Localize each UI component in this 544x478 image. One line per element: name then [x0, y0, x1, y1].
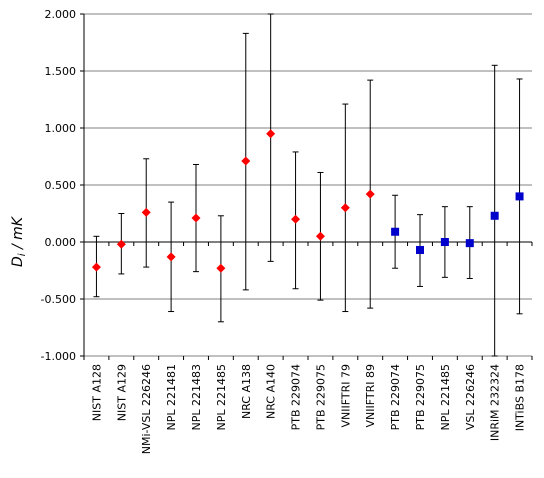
x-tick-label: NRC A140: [265, 364, 278, 419]
x-tick-label: VSL 226246: [464, 364, 477, 430]
data-point-diamond: [340, 203, 350, 213]
data-point-square: [490, 211, 499, 220]
data-point-square: [465, 239, 474, 248]
y-axis-label-sub: i: [17, 253, 28, 256]
grid-lines: [84, 13, 532, 357]
data-point-diamond: [141, 207, 151, 217]
y-tick-label: -1.000: [41, 350, 76, 363]
data-point-diamond: [91, 262, 101, 272]
data-point-diamond: [216, 263, 226, 273]
data-point-diamond: [266, 129, 276, 139]
y-tick-label: 2.000: [45, 8, 77, 21]
data-point-square: [515, 192, 524, 201]
data-point-diamond: [315, 231, 325, 241]
x-tick-label: NPL 221481: [165, 364, 178, 430]
y-tick-label: 0.000: [45, 236, 77, 249]
axes: [83, 14, 533, 360]
data-point-square: [391, 227, 400, 236]
y-axis-label: Di / mK: [10, 215, 28, 267]
x-axis-ticks: NIST A128 NIST A129 NMi-VSL 226246 NPL 2214…: [90, 364, 526, 454]
x-tick-label: NPL 221483: [190, 364, 203, 430]
y-axis-label-main: D: [10, 256, 26, 267]
x-tick-label: VNIIFTRI 79: [339, 364, 352, 427]
y-axis-label-unit: / mK: [10, 215, 26, 253]
data-point-diamond: [166, 252, 176, 262]
x-tick-label: NMi-VSL 226246: [140, 364, 153, 454]
x-tick-label: PTB 229074: [389, 364, 402, 430]
x-tick-label: INRiM 232324: [489, 364, 502, 441]
y-tick-label: 0.500: [45, 179, 77, 192]
x-tick-label: NPL 221485: [215, 364, 228, 430]
x-tick-label: PTB 229074: [290, 364, 303, 430]
x-tick-label: PTB 229075: [414, 364, 427, 430]
y-tick-label: 1.500: [45, 65, 77, 78]
data-point-square: [416, 245, 424, 254]
x-tick-label: INTiBS B178: [514, 364, 527, 431]
y-axis-ticks: -1.000 -0.500 0.000 0.500 1.000 1.500 2.000: [41, 8, 84, 363]
y-tick-label: 1.000: [45, 122, 77, 135]
x-tick-label: NIST A129: [115, 364, 128, 421]
data-point-diamond: [365, 189, 375, 199]
data-points: [91, 129, 524, 273]
x-tick-label: NPL 221485: [439, 364, 452, 430]
data-point-diamond: [291, 214, 301, 224]
data-point-diamond: [191, 213, 201, 223]
data-point-diamond: [116, 239, 126, 249]
data-point-diamond: [241, 156, 251, 166]
data-point-square: [440, 238, 449, 246]
x-tick-label: NIST A128: [90, 364, 103, 421]
x-tick-label: VNIIFTRI 89: [364, 364, 377, 427]
x-tick-label: PTB 229075: [314, 364, 327, 430]
y-tick-label: -0.500: [41, 293, 76, 306]
x-tick-label: NRC A138: [240, 364, 253, 419]
